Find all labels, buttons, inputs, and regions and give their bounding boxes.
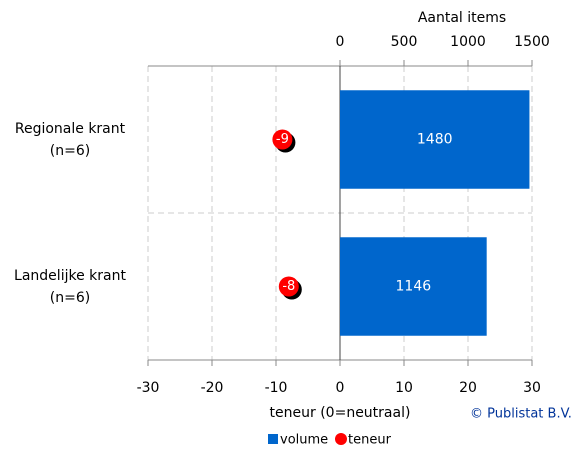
dot-value-label: -8 bbox=[282, 279, 295, 294]
bar-value-label: 1480 bbox=[417, 132, 453, 148]
x2-tick-label: 1000 bbox=[450, 34, 486, 50]
category-label: Regionale krant (n=6) bbox=[14, 120, 126, 159]
credit: © Publistat B.V. bbox=[470, 407, 572, 422]
x-tick-label: 20 bbox=[459, 380, 477, 396]
x-tick-label: 30 bbox=[523, 380, 541, 396]
x-tick-label: 10 bbox=[395, 380, 413, 396]
x2-tick-label: 1500 bbox=[514, 34, 550, 50]
bar bbox=[340, 90, 530, 189]
dot bbox=[272, 129, 293, 150]
category-label: Landelijke krant (n=6) bbox=[14, 267, 126, 306]
x2-tick-label: 0 bbox=[336, 34, 345, 50]
dot bbox=[278, 276, 299, 297]
x2-tick-label: 500 bbox=[391, 34, 418, 50]
x-tick-label: 0 bbox=[336, 380, 345, 396]
legend-label: teneur bbox=[348, 433, 392, 448]
legend-label: volume bbox=[280, 433, 328, 448]
legend-swatch bbox=[268, 434, 278, 444]
x-tick-label: -10 bbox=[265, 380, 288, 396]
bar bbox=[340, 237, 487, 336]
dot-value-label: -9 bbox=[276, 132, 289, 147]
x2-axis-label: Aantal items bbox=[418, 10, 506, 26]
bar-value-label: 1146 bbox=[396, 279, 432, 295]
x-axis-label: teneur (0=neutraal) bbox=[270, 405, 411, 421]
x-tick-label: -30 bbox=[137, 380, 160, 396]
legend-swatch bbox=[335, 433, 347, 445]
x-tick-label: -20 bbox=[201, 380, 224, 396]
